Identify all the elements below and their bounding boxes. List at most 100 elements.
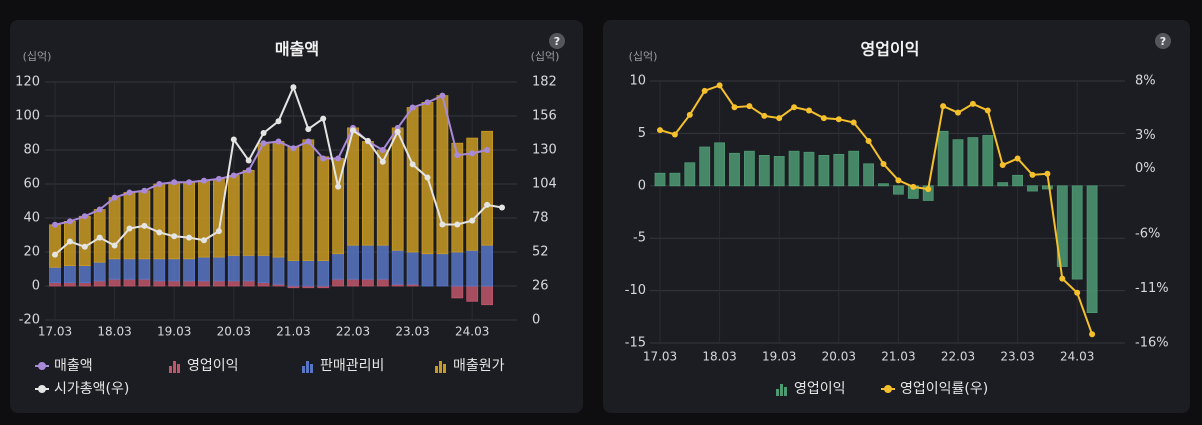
line-point (746, 103, 753, 110)
bar (153, 183, 166, 260)
line-point (260, 140, 267, 147)
line-point (201, 177, 207, 184)
line-point (469, 150, 476, 157)
line-point (999, 162, 1006, 169)
line-point (1044, 170, 1051, 177)
line-point (394, 128, 401, 135)
legend-icon[interactable] (302, 366, 305, 373)
legend-icon[interactable] (884, 385, 892, 393)
line-point (96, 206, 103, 213)
bar (212, 280, 225, 287)
bar (982, 135, 994, 187)
help-icon[interactable] (1155, 33, 1171, 49)
y-tick-label: 80 (23, 143, 40, 158)
legend-icon[interactable] (439, 361, 442, 373)
bar (242, 280, 255, 287)
legend-label[interactable]: 매출원가 (453, 358, 505, 374)
line-point (716, 82, 723, 89)
bar (1086, 185, 1098, 314)
line-point (671, 131, 678, 138)
legend-icon[interactable] (435, 366, 438, 373)
line-point (171, 179, 178, 186)
line-point (1029, 171, 1036, 178)
bar (406, 251, 419, 285)
bar (466, 285, 479, 302)
x-tick-label: 22.03 (336, 325, 370, 339)
y2-tick-label: 52 (532, 245, 549, 260)
help-icon-label[interactable]: ? (554, 35, 560, 48)
legend-icon[interactable] (173, 361, 176, 373)
bar (198, 256, 210, 282)
legend-icon[interactable] (306, 361, 309, 373)
line-point (686, 111, 693, 118)
x-tick-label: 23.03 (395, 325, 429, 339)
line-point (1089, 331, 1096, 338)
bar (1042, 185, 1053, 190)
bar (123, 278, 136, 287)
line-point (484, 147, 491, 153)
y-tick-label: 0 (32, 279, 40, 294)
legend-icon[interactable] (776, 389, 779, 396)
legend-icon[interactable] (443, 364, 446, 373)
line-point (52, 221, 58, 228)
legend-label[interactable]: 매출액 (54, 358, 93, 374)
bar (93, 280, 106, 287)
line-point (955, 109, 961, 116)
line-point (895, 177, 902, 184)
bar (391, 127, 404, 251)
legend-icon[interactable] (310, 364, 313, 373)
x-tick-label: 20.03 (217, 325, 251, 339)
line-point (156, 181, 163, 187)
legend-icon[interactable] (784, 387, 787, 396)
bar (967, 137, 979, 187)
line-point (260, 130, 267, 136)
x-tick-label: 24.03 (1060, 350, 1094, 364)
legend-icon[interactable] (169, 366, 172, 373)
bar (242, 254, 255, 282)
line-point (454, 152, 461, 159)
bar (436, 253, 449, 287)
line-point (409, 161, 416, 168)
bar (168, 181, 181, 260)
bar (227, 280, 240, 287)
y-tick-label: 0 (638, 178, 646, 193)
x-tick-label: 19.03 (157, 325, 191, 339)
y2-tick-label: 26 (532, 279, 549, 294)
bar (64, 282, 76, 287)
help-icon-label[interactable]: ? (1160, 35, 1166, 48)
line-point (379, 158, 386, 165)
bar (714, 142, 725, 187)
legend-icon[interactable] (38, 385, 46, 393)
line-point (701, 87, 708, 94)
legend-label[interactable]: 시가총액(우) (54, 381, 129, 397)
x-tick-label: 21.03 (881, 350, 915, 364)
bar (481, 130, 494, 246)
chart-title: 영업이익 (861, 40, 920, 59)
bar (803, 151, 815, 187)
bar (937, 130, 949, 187)
line-point (215, 175, 222, 182)
line-point (141, 222, 148, 229)
legend-icon[interactable] (780, 384, 783, 396)
x-tick-label: 22.03 (941, 350, 975, 364)
bar (49, 266, 61, 283)
line-point (364, 137, 371, 144)
bar (64, 265, 76, 284)
bar (78, 215, 91, 267)
legend-label[interactable]: 판매관리비 (320, 358, 384, 374)
y2-axis-unit: (십억) (531, 50, 560, 63)
legend-label[interactable]: 영업이익 (794, 381, 846, 397)
y-tick-label: 60 (23, 177, 40, 192)
bar (361, 141, 374, 246)
line-point (731, 104, 738, 111)
bar (153, 280, 166, 287)
y-tick-label: 20 (23, 245, 40, 260)
line-point (439, 92, 446, 99)
legend-label[interactable]: 영업이익률(우) (900, 381, 988, 397)
legend-icon[interactable] (177, 364, 180, 373)
line-point (820, 115, 827, 122)
legend-label[interactable]: 영업이익 (187, 358, 239, 374)
line-point (835, 116, 842, 123)
legend-icon[interactable] (38, 362, 46, 370)
help-icon[interactable] (549, 33, 565, 49)
